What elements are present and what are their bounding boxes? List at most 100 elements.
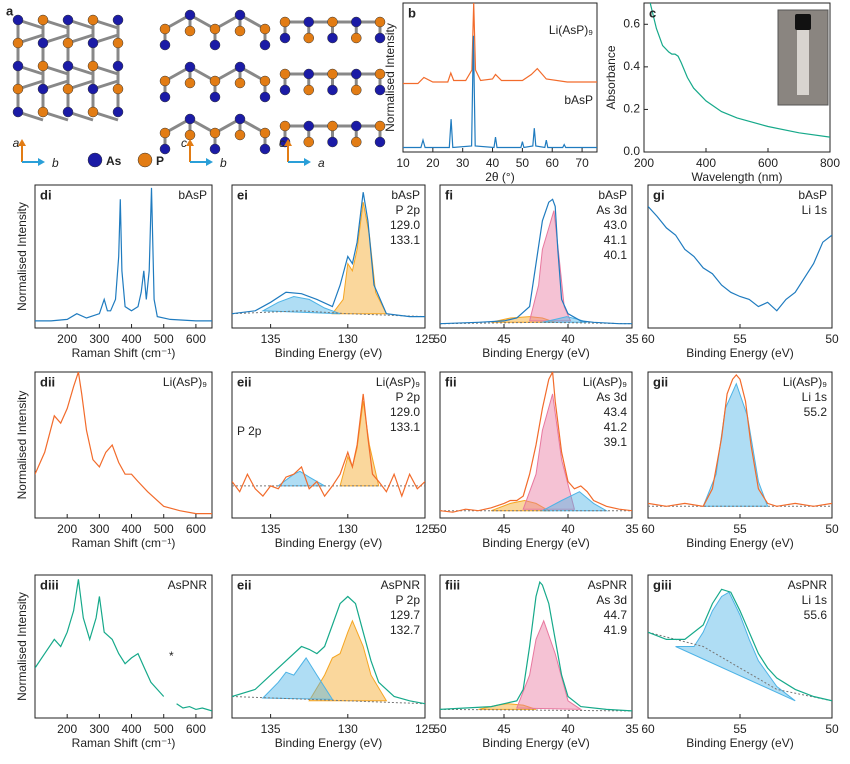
data-line xyxy=(35,372,212,515)
vial xyxy=(797,30,809,95)
atom xyxy=(12,60,24,72)
plot-area xyxy=(35,372,212,515)
panel-label: dii xyxy=(40,374,55,389)
x-tick-label: 55 xyxy=(733,332,747,346)
atom xyxy=(351,136,362,148)
fit-component xyxy=(522,393,576,510)
panel-label: a xyxy=(6,3,14,18)
panel-label: di xyxy=(40,187,52,202)
x-tick-label: 130 xyxy=(338,522,358,536)
plot-frame xyxy=(231,371,426,519)
x-tick-label: 600 xyxy=(758,156,778,170)
atom xyxy=(87,83,99,95)
fit-component xyxy=(675,591,796,702)
atom xyxy=(259,91,271,103)
x-tick-label: 50 xyxy=(433,332,447,346)
annotation: As 3d xyxy=(596,593,627,607)
atom xyxy=(112,106,124,118)
atom xyxy=(279,68,291,80)
background-line xyxy=(648,631,832,702)
atom xyxy=(374,84,386,96)
x-tick-label: 40 xyxy=(561,332,575,346)
atom xyxy=(234,25,246,37)
atom xyxy=(303,16,314,28)
x-tick-label: 50 xyxy=(825,332,839,346)
x-tick-label: 70 xyxy=(575,156,589,170)
panel-label: fii xyxy=(445,374,457,389)
annotation: Li 1s xyxy=(802,390,827,404)
annotation: P 2p xyxy=(396,390,421,404)
x-tick-label: 35 xyxy=(625,722,639,736)
annotation: As 3d xyxy=(596,203,627,217)
atom xyxy=(87,106,99,118)
data-line xyxy=(403,35,597,149)
atom xyxy=(184,61,196,73)
atom xyxy=(184,77,196,89)
data-line xyxy=(440,580,632,712)
x-tick-label: 400 xyxy=(122,522,142,536)
arrow-head xyxy=(284,139,292,146)
arrow-head xyxy=(18,139,26,146)
series-label: bAsP xyxy=(598,188,627,202)
component-label: 40.1 xyxy=(604,248,628,262)
atom xyxy=(112,83,124,95)
plot-area xyxy=(648,373,832,507)
component-label: 133.1 xyxy=(390,233,420,247)
fit-component xyxy=(542,316,588,323)
x-axis-label: Binding Energy (eV) xyxy=(275,536,382,550)
y-axis-label: Normalised Intensity xyxy=(15,391,29,500)
atom xyxy=(87,37,99,49)
component-label: 43.0 xyxy=(604,218,628,232)
x-tick-label: 60 xyxy=(641,722,655,736)
atom xyxy=(62,106,74,118)
atom xyxy=(159,143,171,155)
x-tick-label: 125 xyxy=(415,332,435,346)
atom xyxy=(279,32,291,44)
atom xyxy=(209,75,221,87)
atom xyxy=(234,77,246,89)
background-line xyxy=(232,310,425,318)
atom xyxy=(159,91,171,103)
x-tick-label: 45 xyxy=(497,722,511,736)
fit-component xyxy=(516,619,583,710)
atom xyxy=(62,60,74,72)
plot-area xyxy=(648,205,832,312)
y-tick-label: 0.4 xyxy=(623,59,640,73)
atom xyxy=(37,83,49,95)
component-label: 39.1 xyxy=(604,435,628,449)
annotation: Li 1s xyxy=(802,203,827,217)
data-line xyxy=(440,372,632,513)
atom xyxy=(159,127,171,139)
x-tick-label: 500 xyxy=(154,522,174,536)
atom xyxy=(209,143,221,155)
series-label: Li(AsP)₉ xyxy=(376,375,420,389)
x-tick-label: 60 xyxy=(546,156,560,170)
annotation: P 2p xyxy=(396,203,421,217)
atom xyxy=(12,83,24,95)
atom xyxy=(259,143,271,155)
atom xyxy=(259,75,271,87)
atom xyxy=(62,37,74,49)
x-tick-label: 300 xyxy=(89,522,109,536)
plot-area xyxy=(403,3,597,149)
atom xyxy=(37,37,49,49)
y-axis-label: Absorbance xyxy=(604,45,618,109)
component-label: 133.1 xyxy=(390,420,420,434)
atom xyxy=(112,14,124,26)
x-tick-label: 600 xyxy=(186,332,206,346)
x-axis-label: Binding Energy (eV) xyxy=(482,346,589,360)
x-axis-label: Binding Energy (eV) xyxy=(686,736,793,750)
fit-component xyxy=(542,491,609,512)
annotation: * xyxy=(169,649,174,663)
y-tick-label: 0.0 xyxy=(623,144,640,158)
data-line xyxy=(648,588,832,702)
x-tick-label: 60 xyxy=(641,332,655,346)
plot-area xyxy=(232,595,425,705)
x-tick-label: 135 xyxy=(261,722,281,736)
x-tick-label: 130 xyxy=(338,332,358,346)
atom xyxy=(12,37,24,49)
atom xyxy=(62,83,74,95)
x-tick-label: 45 xyxy=(497,332,511,346)
x-axis-label: Binding Energy (eV) xyxy=(482,736,589,750)
component-label: 132.7 xyxy=(390,623,420,637)
